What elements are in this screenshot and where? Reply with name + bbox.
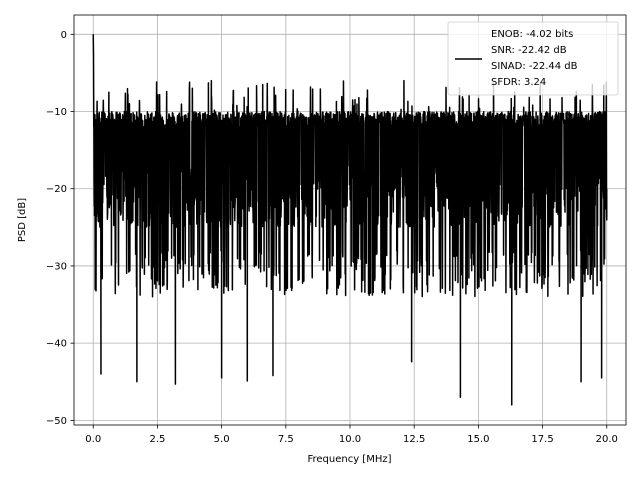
x-axis-label: Frequency [MHz] bbox=[307, 454, 391, 465]
legend-box bbox=[447, 21, 619, 96]
x-tick-label: 20.0 bbox=[596, 434, 618, 445]
y-axis-label: PSD [dB] bbox=[17, 198, 28, 242]
x-tick-label: 15.0 bbox=[467, 434, 489, 445]
legend-enob: ENOB: -4.02 bits bbox=[491, 29, 573, 40]
x-tick-label: 0.0 bbox=[85, 434, 101, 445]
psd-series-line bbox=[92, 34, 608, 406]
y-tick-label: −30 bbox=[46, 261, 67, 272]
y-tick-label: −50 bbox=[46, 416, 67, 427]
legend-sfdr: SFDR: 3.24 bbox=[491, 77, 546, 88]
x-tick-label: 2.5 bbox=[149, 434, 165, 445]
x-tick-label: 10.0 bbox=[339, 434, 361, 445]
y-tick-label: −20 bbox=[46, 184, 67, 195]
y-tick-label: −10 bbox=[46, 107, 67, 118]
y-axis-ticks: 0 −10 −20 −30 −40 −50 bbox=[46, 30, 74, 427]
x-tick-label: 17.5 bbox=[531, 434, 553, 445]
y-tick-label: −40 bbox=[46, 339, 67, 350]
legend-snr: SNR: -22.42 dB bbox=[491, 45, 567, 56]
legend-sinad: SINAD: -22.44 dB bbox=[491, 61, 578, 72]
plot-area bbox=[92, 34, 608, 406]
x-tick-label: 5.0 bbox=[214, 434, 230, 445]
x-tick-label: 12.5 bbox=[403, 434, 425, 445]
x-tick-label: 7.5 bbox=[278, 434, 294, 445]
y-tick-label: 0 bbox=[61, 30, 67, 41]
x-axis-ticks: 0.0 2.5 5.0 7.5 10.0 12.5 15.0 17.5 20.0 bbox=[85, 425, 618, 445]
legend: ENOB: -4.02 bits SNR: -22.42 dB SINAD: -… bbox=[447, 21, 619, 96]
